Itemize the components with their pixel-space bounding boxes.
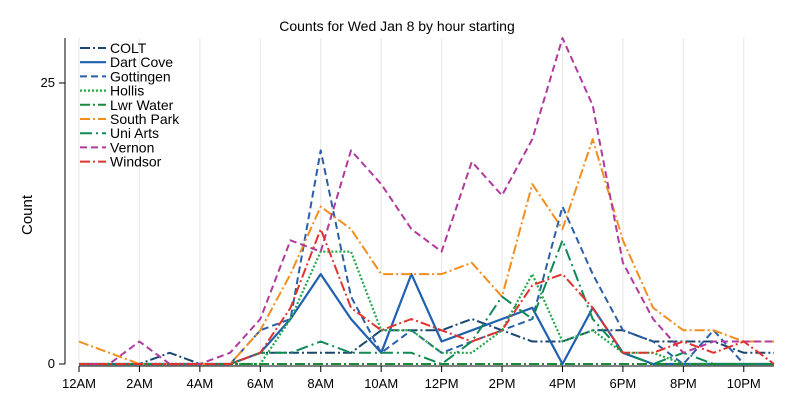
series-line-vernon [79, 37, 774, 365]
y-tick-label: 0 [48, 356, 55, 371]
legend-label: Hollis [110, 83, 144, 99]
y-axis-label: Count [19, 194, 36, 235]
legend-label: Windsor [110, 154, 162, 170]
series-line-south-park [78, 138, 774, 365]
series-line-hollis [79, 250, 774, 366]
x-tick-label: 2AM [126, 376, 153, 391]
grid [78, 38, 745, 364]
legend-label: Dart Cove [110, 54, 173, 70]
axes: 12AM 2AM 4AM 6AM 8AM 10AM 12PM 2PM 4PM 6PM 8PM 10PM… [41, 38, 774, 391]
y-tick-label: 25 [41, 75, 55, 90]
chart-title: Counts for Wed Jan 8 by hour starting [279, 18, 515, 34]
x-tick-label: 4AM [187, 376, 214, 391]
x-tick-label: 2PM [489, 376, 516, 391]
x-tick-label: 6AM [247, 376, 274, 391]
series-line-colt [79, 318, 774, 365]
legend-label: Uni Arts [110, 125, 159, 141]
x-tick-label: 8AM [307, 376, 334, 391]
x-tick-label: 8PM [670, 376, 697, 391]
series-line-windsor [79, 228, 775, 365]
series-group [78, 37, 775, 366]
legend-label: Lwr Water [110, 97, 174, 113]
legend-label: COLT [110, 40, 147, 56]
legend-label: Vernon [110, 139, 154, 155]
legend-label: Gottingen [110, 68, 171, 84]
x-tick-label: 10PM [727, 376, 761, 391]
x-tick-label: 12PM [425, 376, 459, 391]
x-tick-label: 4PM [549, 376, 576, 391]
x-tick-label: 6PM [610, 376, 637, 391]
x-tick-label: 10AM [364, 376, 398, 391]
legend-label: South Park [110, 111, 180, 127]
x-tick-label: 12AM [62, 376, 96, 391]
